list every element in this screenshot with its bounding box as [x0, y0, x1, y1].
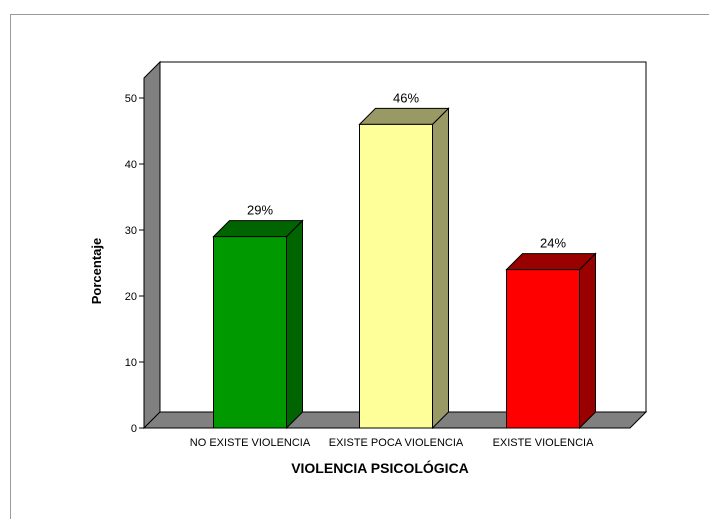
bar-front	[506, 269, 580, 429]
bar-front	[213, 236, 287, 429]
bar-top	[505, 253, 597, 271]
bar-side	[432, 107, 449, 430]
chart-frame: 0 10 20 30 40 50 NO EXISTE VIOLENCIA EXISTE POC…	[10, 14, 709, 519]
y-tick-label: 30	[125, 225, 137, 237]
y-tick-label: 0	[131, 423, 137, 435]
bar-1: 29%	[212, 203, 304, 430]
bar-3: 24%	[505, 236, 597, 430]
bar-front	[359, 123, 433, 429]
bar-2: 46%	[358, 90, 450, 430]
bar-top	[212, 220, 304, 238]
x-tick-label: EXISTE POCA VIOLENCIA	[329, 437, 464, 449]
data-label: 29%	[247, 203, 273, 218]
labels: Porcentaje VIOLENCIA PSICOLÓGICA	[89, 238, 469, 476]
left-wall	[143, 60, 161, 430]
bar-side	[286, 219, 303, 430]
bar-top	[358, 107, 450, 125]
bars: 29% 46% 24%	[212, 90, 597, 430]
x-axis-title: VIOLENCIA PSICOLÓGICA	[291, 459, 469, 476]
x-tick-label: EXISTE VIOLENCIA	[493, 437, 595, 449]
x-tick-label: NO EXISTE VIOLENCIA	[190, 437, 311, 449]
data-label: 46%	[393, 90, 419, 105]
bar-chart: 0 10 20 30 40 50 NO EXISTE VIOLENCIA EXISTE POC…	[89, 60, 648, 476]
y-axis-title: Porcentaje	[89, 238, 104, 304]
bar-side	[579, 252, 596, 430]
y-tick-label: 50	[125, 93, 137, 105]
y-tick-label: 40	[125, 159, 137, 171]
y-tick-label: 20	[125, 291, 137, 303]
y-tick-label: 10	[125, 357, 137, 369]
data-label: 24%	[540, 236, 566, 251]
